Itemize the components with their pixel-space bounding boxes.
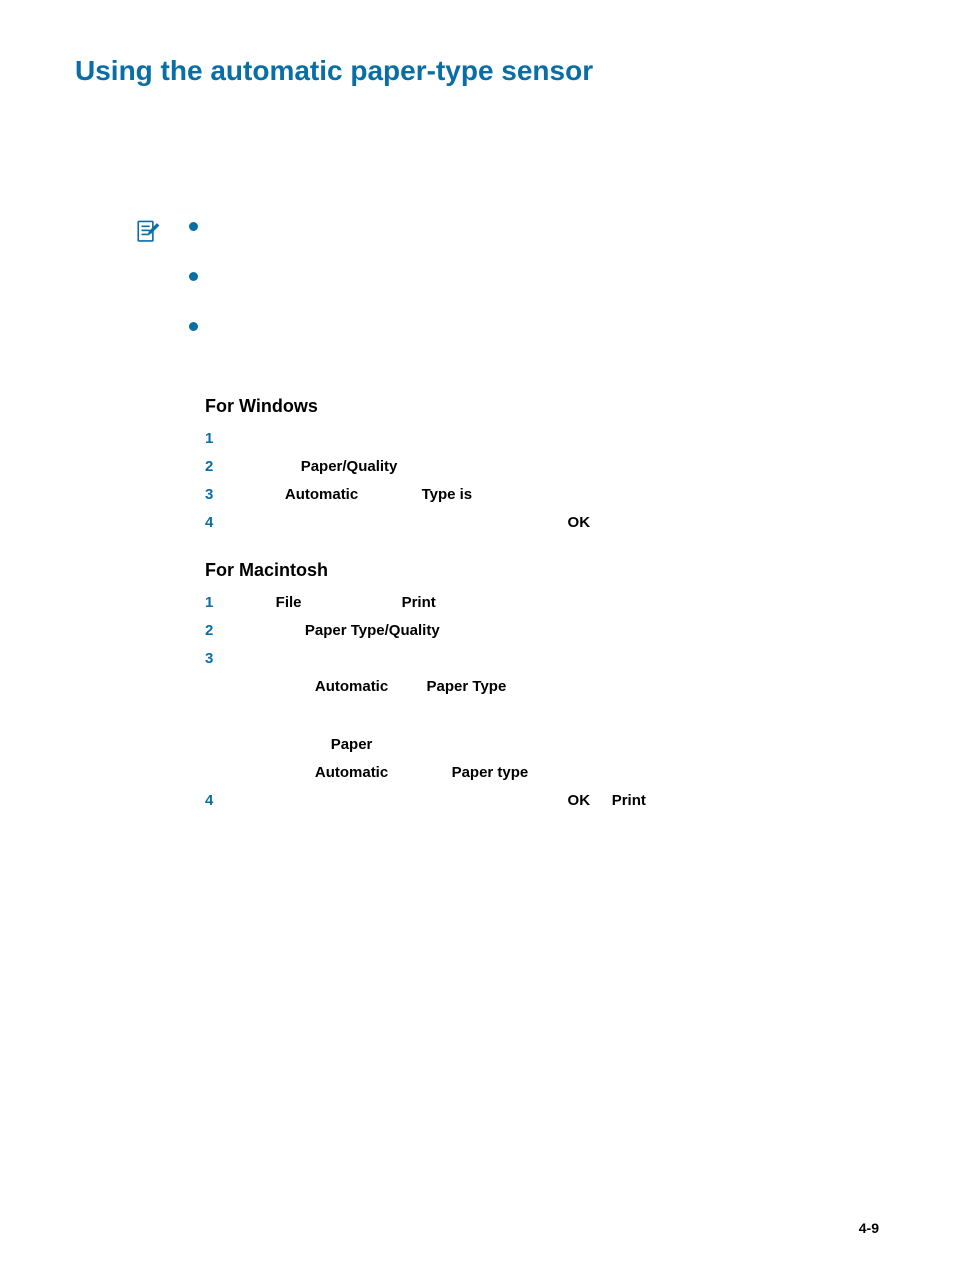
sub-line: Select Automatic from Paper Type. (239, 675, 879, 699)
note-list: note line one placeholder text for layou… (189, 217, 511, 366)
step-number: 1 (205, 427, 213, 451)
note-bullet: note line three placeholder (189, 317, 511, 339)
step-number: 4 (205, 789, 213, 813)
step-number: 3 (205, 647, 213, 671)
step-number: 1 (205, 591, 213, 615)
step: 3 Mac OS 9.2.x: Select Automatic from Pa… (205, 647, 879, 785)
step: 1 Click File and then click Print. (205, 591, 879, 615)
step: 4 Change any other desired print setting… (205, 511, 879, 535)
step-number: 3 (205, 483, 213, 507)
note-icon (135, 219, 161, 245)
step: 1 Open the printer driver. (205, 427, 879, 451)
step-number: 2 (205, 619, 213, 643)
page-root: Using the automatic paper-type sensor no… (0, 0, 954, 1270)
sub-line: Mac OS X: (239, 705, 879, 729)
step-number: 2 (205, 455, 213, 479)
windows-steps: 1 Open the printer driver. 2 Click the P… (205, 427, 879, 535)
sub-line: Select Automatic from the Paper type lis… (239, 761, 879, 785)
windows-heading: For Windows (205, 396, 879, 417)
mac-heading: For Macintosh (205, 560, 879, 581)
step: 4 Change any other desired print setting… (205, 789, 879, 813)
mac-steps: 1 Click File and then click Print. 2 Ope… (205, 591, 879, 813)
note-bullet: note line two placeholder (189, 267, 511, 289)
step: 2 Click the Paper/Quality tab. (205, 455, 879, 479)
note-block: note line one placeholder text for layou… (135, 217, 879, 366)
intro-paragraph (205, 117, 879, 177)
page-title: Using the automatic paper-type sensor (75, 55, 879, 87)
step: 2 Open the Paper Type/Quality panel. (205, 619, 879, 643)
sub-line: Click the Paper tab. (239, 733, 879, 757)
step: 3 Select Automatic from the Type is list… (205, 483, 879, 507)
windows-section: For Windows 1 Open the printer driver. 2… (205, 396, 879, 535)
note-bullet: note line one placeholder text for layou… (189, 217, 511, 239)
page-number: 4-9 (859, 1220, 879, 1236)
step-number: 4 (205, 511, 213, 535)
mac-section: For Macintosh 1 Click File and then clic… (205, 560, 879, 813)
